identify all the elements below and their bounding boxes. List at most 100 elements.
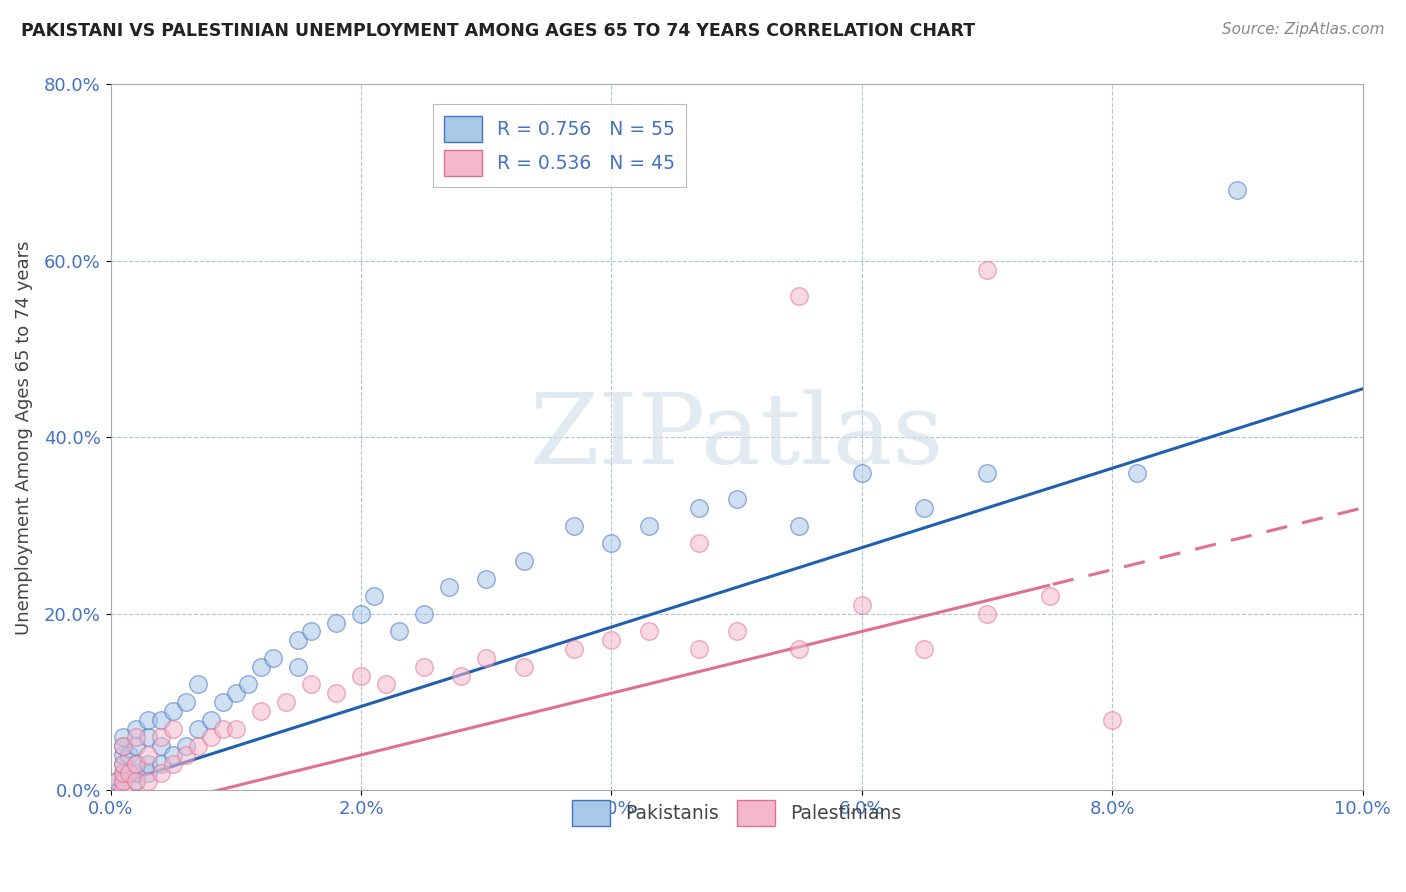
Point (212, 695, 235, 709)
Point (200, 713, 222, 727)
Point (787, 289, 810, 303)
Point (562, 642, 585, 657)
Point (136, 713, 159, 727)
Point (851, 466, 873, 480)
Point (1126, 466, 1149, 480)
Point (162, 756, 184, 771)
Point (200, 731, 222, 745)
Point (187, 722, 209, 736)
Point (688, 536, 710, 550)
Point (412, 607, 434, 621)
Point (688, 500, 710, 515)
Point (688, 642, 710, 657)
Point (851, 598, 873, 612)
Point (274, 695, 297, 709)
Point (976, 607, 998, 621)
Point (112, 747, 135, 762)
Point (363, 589, 385, 603)
Point (118, 765, 141, 780)
Point (1039, 589, 1062, 603)
Point (118, 747, 141, 762)
Point (638, 624, 661, 639)
Point (118, 765, 141, 780)
Point (787, 642, 810, 657)
Point (112, 731, 135, 745)
Point (105, 774, 128, 789)
Point (225, 686, 247, 700)
Point (450, 668, 472, 682)
Point (187, 677, 209, 691)
Point (287, 633, 309, 648)
Point (125, 731, 148, 745)
Point (262, 651, 284, 665)
Point (187, 739, 209, 753)
Point (112, 774, 135, 789)
Text: PAKISTANI VS PALESTINIAN UNEMPLOYMENT AMONG AGES 65 TO 74 YEARS CORRELATION CHAR: PAKISTANI VS PALESTINIAN UNEMPLOYMENT AM… (21, 22, 976, 40)
Point (976, 466, 998, 480)
Point (162, 704, 184, 718)
Point (112, 756, 135, 771)
Point (136, 747, 159, 762)
Point (299, 677, 322, 691)
Point (105, 774, 128, 789)
Point (112, 739, 135, 753)
Point (725, 492, 748, 507)
Point (136, 774, 159, 789)
Point (437, 580, 460, 594)
Point (1101, 713, 1123, 727)
Legend: Pakistanis, Palestinians: Pakistanis, Palestinians (565, 792, 908, 834)
Point (162, 722, 184, 736)
Point (174, 739, 197, 753)
Point (149, 756, 172, 771)
Point (287, 659, 309, 673)
Point (299, 624, 322, 639)
Point (225, 722, 247, 736)
Text: Source: ZipAtlas.com: Source: ZipAtlas.com (1222, 22, 1385, 37)
Point (149, 713, 172, 727)
Point (136, 756, 159, 771)
Point (125, 765, 148, 780)
Point (562, 518, 585, 533)
Point (212, 722, 235, 736)
Y-axis label: Unemployment Among Ages 65 to 74 years: Unemployment Among Ages 65 to 74 years (15, 240, 32, 634)
Point (112, 739, 135, 753)
Text: ZIPatlas: ZIPatlas (530, 390, 943, 485)
Point (388, 624, 411, 639)
Point (125, 722, 148, 736)
Point (112, 765, 135, 780)
Point (136, 765, 159, 780)
Point (513, 554, 536, 568)
Point (375, 677, 398, 691)
Point (600, 633, 623, 648)
Point (475, 651, 498, 665)
Point (325, 686, 347, 700)
Point (600, 536, 623, 550)
Point (174, 695, 197, 709)
Point (238, 677, 260, 691)
Point (125, 739, 148, 753)
Point (136, 731, 159, 745)
Point (787, 518, 810, 533)
Point (149, 765, 172, 780)
Point (149, 731, 172, 745)
Point (125, 756, 148, 771)
Point (475, 572, 498, 586)
Point (412, 659, 434, 673)
Point (1226, 183, 1249, 197)
Point (125, 774, 148, 789)
Point (125, 756, 148, 771)
Point (125, 774, 148, 789)
Point (112, 756, 135, 771)
Point (350, 668, 373, 682)
Point (914, 642, 936, 657)
Point (976, 262, 998, 277)
Point (638, 518, 661, 533)
Point (112, 765, 135, 780)
Point (513, 659, 536, 673)
Point (250, 659, 273, 673)
Point (112, 774, 135, 789)
Point (325, 615, 347, 630)
Point (149, 739, 172, 753)
Point (914, 500, 936, 515)
Point (350, 607, 373, 621)
